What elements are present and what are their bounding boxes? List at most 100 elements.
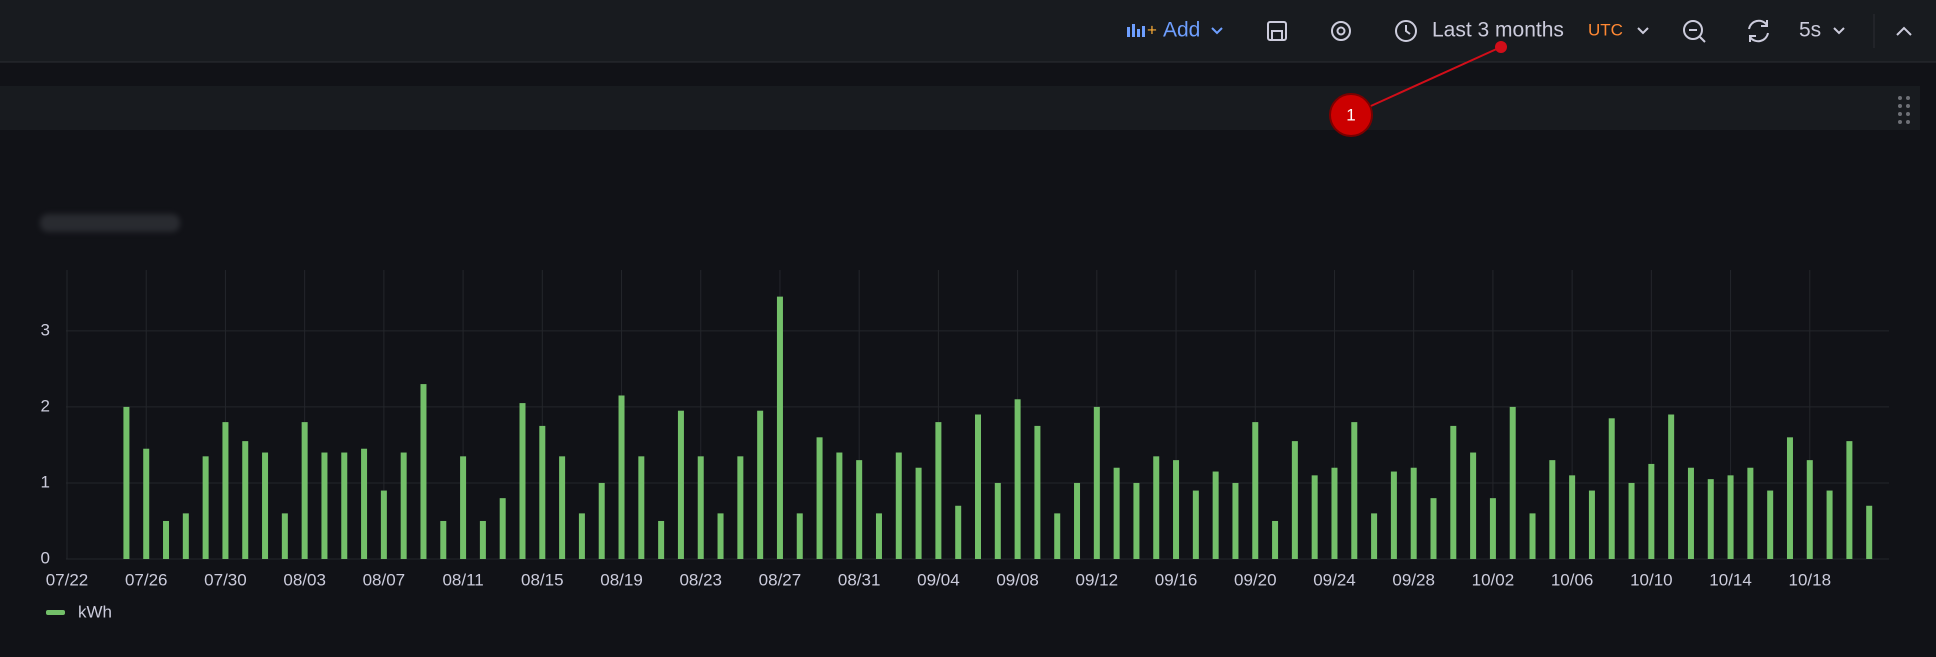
bar xyxy=(1351,422,1357,559)
x-tick-label: 10/14 xyxy=(1709,570,1752,589)
bar xyxy=(282,513,288,559)
bar xyxy=(1450,426,1456,559)
bar xyxy=(1371,513,1377,559)
bar xyxy=(995,483,1001,559)
bar xyxy=(1232,483,1238,559)
y-tick-label: 2 xyxy=(41,396,50,415)
bar xyxy=(718,513,724,559)
x-tick-label: 08/27 xyxy=(759,570,802,589)
x-tick-label: 07/22 xyxy=(46,570,89,589)
bar xyxy=(242,441,248,559)
bar xyxy=(698,456,704,559)
x-tick-label: 08/03 xyxy=(283,570,326,589)
blurred-panel-title xyxy=(40,214,180,232)
legend-label[interactable]: kWh xyxy=(78,602,112,621)
bar xyxy=(1807,460,1813,559)
bar xyxy=(1549,460,1555,559)
x-tick-label: 08/31 xyxy=(838,570,881,589)
bar xyxy=(1728,475,1734,559)
x-tick-label: 08/07 xyxy=(363,570,406,589)
bar xyxy=(143,449,149,559)
bar xyxy=(1173,460,1179,559)
bar xyxy=(1114,468,1120,559)
bar xyxy=(896,453,902,559)
x-tick-label: 10/02 xyxy=(1472,570,1515,589)
bar xyxy=(876,513,882,559)
bar xyxy=(856,460,862,559)
bar xyxy=(658,521,664,559)
x-tick-label: 10/18 xyxy=(1789,570,1832,589)
x-tick-label: 09/08 xyxy=(996,570,1039,589)
timezone[interactable]: UTC xyxy=(1588,20,1623,39)
bar xyxy=(222,422,228,559)
bar xyxy=(1133,483,1139,559)
bar xyxy=(797,513,803,559)
x-tick-label: 08/23 xyxy=(679,570,722,589)
bar xyxy=(559,456,565,559)
bar xyxy=(1054,513,1060,559)
bar xyxy=(1648,464,1654,559)
bar xyxy=(1094,407,1100,559)
bar xyxy=(440,521,446,559)
add-label[interactable]: Add xyxy=(1163,19,1200,42)
bar xyxy=(1846,441,1852,559)
bar xyxy=(1015,399,1021,559)
bar xyxy=(341,453,347,559)
plus: + xyxy=(1147,20,1157,39)
bar xyxy=(1589,491,1595,559)
bar xyxy=(1629,483,1635,559)
bar xyxy=(520,403,526,559)
bar xyxy=(1331,468,1337,559)
row-header xyxy=(0,86,1920,130)
time-range[interactable]: Last 3 months xyxy=(1432,19,1564,42)
x-tick-label: 08/19 xyxy=(600,570,643,589)
bar xyxy=(183,513,189,559)
bar xyxy=(420,384,426,559)
bar xyxy=(1153,456,1159,559)
bar xyxy=(1292,441,1298,559)
bar xyxy=(678,411,684,559)
bar xyxy=(1252,422,1258,559)
bar xyxy=(1827,491,1833,559)
bar xyxy=(599,483,605,559)
bar xyxy=(1470,453,1476,559)
bar xyxy=(1688,468,1694,559)
bar xyxy=(1530,513,1536,559)
bar xyxy=(1609,418,1615,559)
x-tick-label: 09/24 xyxy=(1313,570,1356,589)
y-tick-label: 3 xyxy=(41,320,50,339)
bar xyxy=(1213,472,1219,559)
bar xyxy=(1272,521,1278,559)
bar xyxy=(817,437,823,559)
bar xyxy=(1747,468,1753,559)
x-tick-label: 09/20 xyxy=(1234,570,1277,589)
x-tick-label: 07/26 xyxy=(125,570,168,589)
bar xyxy=(460,456,466,559)
bar xyxy=(916,468,922,559)
bar xyxy=(1490,498,1496,559)
y-tick-label: 1 xyxy=(41,472,50,491)
bar xyxy=(619,395,625,559)
bar xyxy=(401,453,407,559)
annotation-number: 1 xyxy=(1346,105,1355,124)
x-tick-label: 09/28 xyxy=(1392,570,1435,589)
bar xyxy=(1569,475,1575,559)
x-tick-label: 09/04 xyxy=(917,570,960,589)
bar xyxy=(480,521,486,559)
bar xyxy=(955,506,961,559)
legend[interactable]: kWh xyxy=(46,602,112,621)
bar xyxy=(1411,468,1417,559)
x-tick-label: 08/11 xyxy=(442,570,483,589)
bar xyxy=(1708,479,1714,559)
plot: 012307/2207/2607/3008/0308/0708/1108/150… xyxy=(41,270,1889,589)
bar xyxy=(975,415,981,560)
bar xyxy=(1034,426,1040,559)
bar xyxy=(836,453,842,559)
bar xyxy=(361,449,367,559)
bar xyxy=(1193,491,1199,559)
bar xyxy=(1391,472,1397,559)
bar xyxy=(1074,483,1080,559)
refresh-interval[interactable]: 5s xyxy=(1799,19,1821,42)
